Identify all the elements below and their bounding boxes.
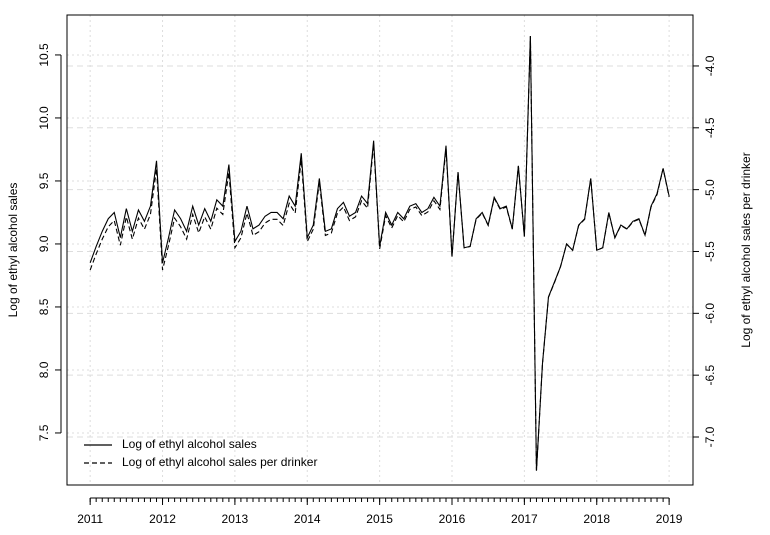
y2-tick-label: -4.0 (703, 55, 717, 76)
y-tick-label: 8.0 (37, 361, 51, 378)
x-tick-label: 2017 (511, 512, 538, 526)
y2-tick-label: -7.0 (703, 426, 717, 447)
y2-axis-label: Log of ethyl alcohol sales per drinker (739, 152, 753, 347)
y2-tick-label: -6.0 (703, 303, 717, 324)
legend-label: Log of ethyl alcohol sales (122, 437, 257, 451)
x-tick-label: 2013 (222, 512, 249, 526)
x-tick-label: 2014 (294, 512, 321, 526)
x-tick-label: 2018 (583, 512, 610, 526)
x-tick-label: 2011 (77, 512, 103, 526)
y2-tick-label: -4.5 (703, 117, 717, 138)
y-tick-label: 9.5 (37, 172, 51, 189)
y2-tick-label: -6.5 (703, 365, 717, 386)
y2-tick-label: -5.0 (703, 179, 717, 200)
y-axis-label: Log of ethyl alcohol sales (6, 183, 20, 318)
y-tick-label: 9.0 (37, 235, 51, 252)
y-tick-label: 10.5 (37, 43, 51, 67)
x-tick-label: 2016 (439, 512, 466, 526)
y2-tick-label: -5.5 (703, 241, 717, 262)
y-tick-label: 10.0 (37, 106, 51, 130)
x-tick-label: 2015 (366, 512, 393, 526)
series-line (89, 36, 670, 471)
y-tick-label: 7.5 (37, 424, 51, 441)
x-tick-label: 2019 (656, 512, 683, 526)
y-tick-label: 8.5 (37, 298, 51, 315)
x-tick-label: 2012 (149, 512, 176, 526)
legend-label: Log of ethyl alcohol sales per drinker (122, 455, 317, 469)
